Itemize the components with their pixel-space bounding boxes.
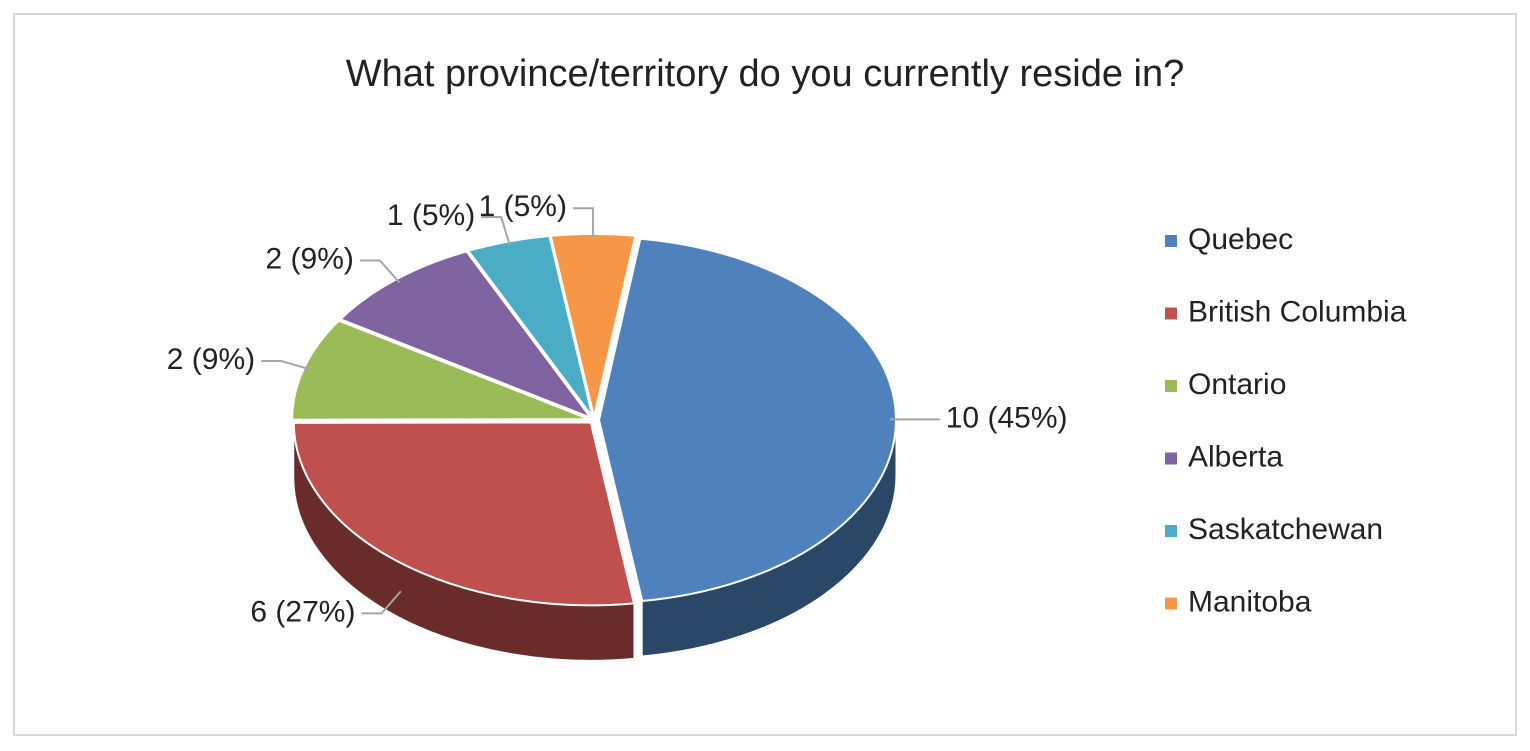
leader-line <box>572 207 595 238</box>
legend-swatch <box>1165 307 1177 320</box>
legend-swatch <box>1165 597 1177 610</box>
legend-swatch <box>1165 235 1177 247</box>
leader-line <box>481 216 511 246</box>
chart-title: What province/territory do you currently… <box>346 53 1184 95</box>
data-label: 2 (9%) <box>266 242 354 275</box>
leader-line <box>261 360 310 371</box>
legend-label: Alberta <box>1188 440 1283 473</box>
legend-swatch <box>1165 380 1177 392</box>
legend-label: British Columbia <box>1188 295 1407 328</box>
data-label: 2 (9%) <box>167 343 255 376</box>
leader-line <box>359 259 401 284</box>
legend-swatch <box>1165 452 1177 465</box>
legend-swatch <box>1165 525 1177 537</box>
legend-label: Saskatchewan <box>1188 513 1383 546</box>
data-label: 1 (5%) <box>479 190 567 223</box>
legend-label: Quebec <box>1188 223 1293 256</box>
legend-label: Manitoba <box>1188 585 1312 618</box>
pie-slice <box>338 250 594 420</box>
legend-label: Ontario <box>1188 368 1286 401</box>
leader-line <box>361 590 402 615</box>
data-label: 6 (27%) <box>250 595 355 628</box>
data-label: 10 (45%) <box>946 401 1068 434</box>
data-label: 1 (5%) <box>387 199 475 232</box>
pie-slice <box>292 421 636 607</box>
